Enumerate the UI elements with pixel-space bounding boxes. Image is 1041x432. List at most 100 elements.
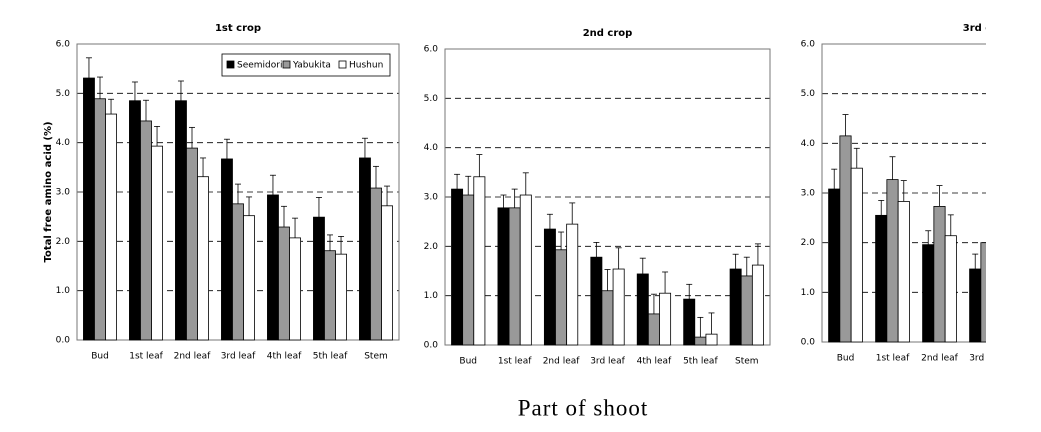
error-bar	[85, 57, 92, 79]
y-tick-label: 6.0	[801, 40, 816, 50]
y-tick-label: 0.0	[801, 338, 816, 348]
error-bar	[97, 76, 103, 99]
error-bar	[900, 180, 907, 202]
bar	[612, 268, 625, 346]
y-tick-label: 1.0	[424, 291, 439, 301]
bar	[705, 333, 718, 346]
error-bar	[108, 98, 115, 115]
y-tick-label: 2.0	[56, 237, 71, 247]
x-tick-label: 1st leaf	[498, 357, 532, 367]
legend-label: Seemidori	[237, 61, 282, 71]
y-tick-label: 3.0	[56, 188, 71, 198]
bar	[508, 207, 521, 346]
bar	[740, 275, 753, 346]
y-tick-label: 2.0	[801, 238, 816, 248]
error-bar	[131, 81, 138, 101]
x-tick-label: 3rd leaf	[590, 357, 625, 367]
y-tick-label: 6.0	[424, 45, 439, 55]
error-bar	[686, 283, 693, 300]
x-tick-label: 2nd leaf	[174, 352, 212, 362]
error-bar	[743, 256, 750, 276]
error-bar	[593, 241, 600, 258]
y-tick-label: 3.0	[801, 189, 816, 199]
panel: 1st crop Total free amino acid (%) 0.0 1.0 2…	[43, 23, 400, 362]
y-tick-label: 6.0	[56, 40, 71, 50]
y-tick-label: 0.0	[424, 341, 439, 351]
bar	[243, 215, 255, 341]
error-bar	[650, 293, 657, 314]
legend-label: Yabukita	[292, 61, 331, 71]
bar	[381, 205, 393, 341]
x-tick-label: 4th leaf	[637, 357, 672, 367]
error-bar	[522, 172, 529, 196]
y-tick-label: 3.0	[424, 193, 439, 203]
error-bar	[338, 235, 345, 255]
y-tick-label: 0.0	[56, 336, 71, 346]
chart-title: 2nd crop	[583, 28, 633, 39]
error-bar	[465, 175, 472, 196]
error-bar	[189, 126, 195, 149]
error-bar	[639, 257, 646, 274]
error-bar	[373, 165, 379, 189]
error-bar	[925, 230, 932, 245]
error-bar	[454, 173, 461, 190]
error-bar	[842, 114, 849, 136]
error-bar	[546, 213, 553, 230]
y-tick-label: 2.0	[424, 242, 439, 252]
bar	[897, 201, 910, 343]
bar	[473, 176, 486, 346]
bar	[751, 264, 764, 346]
error-bar	[732, 253, 739, 270]
x-tick-label: Bud	[459, 357, 477, 367]
x-tick-label: 2nd leaf	[543, 357, 581, 367]
bar	[267, 194, 279, 341]
error-bar	[292, 217, 299, 238]
bar	[659, 292, 672, 346]
y-tick-label: 5.0	[424, 94, 439, 104]
bar	[683, 298, 696, 346]
error-bar	[889, 156, 896, 180]
x-tick-label: Stem	[364, 352, 388, 362]
error-bar	[500, 194, 507, 208]
bar	[129, 100, 141, 341]
error-bar	[269, 174, 276, 195]
chart-title: 1st crop	[215, 23, 261, 34]
y-axis-title: Total free amino acid (%)	[43, 121, 54, 262]
error-bar	[223, 138, 230, 159]
x-tick-label: Stem	[735, 357, 759, 367]
bar	[922, 244, 935, 343]
error-bar	[384, 185, 391, 206]
error-bar	[708, 312, 715, 335]
y-tick-label: 5.0	[801, 89, 816, 99]
error-bar	[697, 316, 704, 338]
bar	[289, 237, 301, 341]
y-tick-label: 4.0	[56, 138, 71, 148]
y-tick-label: 4.0	[801, 139, 816, 149]
error-bar	[853, 147, 860, 169]
bar	[462, 194, 475, 346]
error-bar	[200, 157, 207, 177]
bar	[980, 242, 986, 343]
x-tick-label: Bud	[837, 354, 855, 364]
bar	[497, 207, 510, 346]
bar	[933, 206, 946, 343]
bar	[519, 194, 532, 346]
x-tick-label: 3rd leaf	[969, 354, 1004, 364]
bar	[324, 250, 336, 341]
bar	[175, 100, 187, 341]
error-bar	[878, 200, 885, 216]
error-bar	[476, 154, 483, 177]
bar	[944, 235, 957, 343]
bar	[850, 167, 863, 343]
bar	[359, 157, 371, 341]
error-bar	[235, 183, 241, 204]
x-tick-label: Bud	[91, 352, 109, 362]
error-bar	[558, 231, 565, 250]
error-bar	[177, 80, 184, 101]
panel: 3rd crop 0.0 1.0 2.0 3.0 4.0 5.0 6.0 Bud 1st leaf…	[801, 23, 1010, 364]
bar	[221, 158, 233, 341]
bar	[729, 268, 742, 346]
chart-title: 3rd crop	[963, 23, 1010, 34]
bar	[839, 135, 852, 343]
